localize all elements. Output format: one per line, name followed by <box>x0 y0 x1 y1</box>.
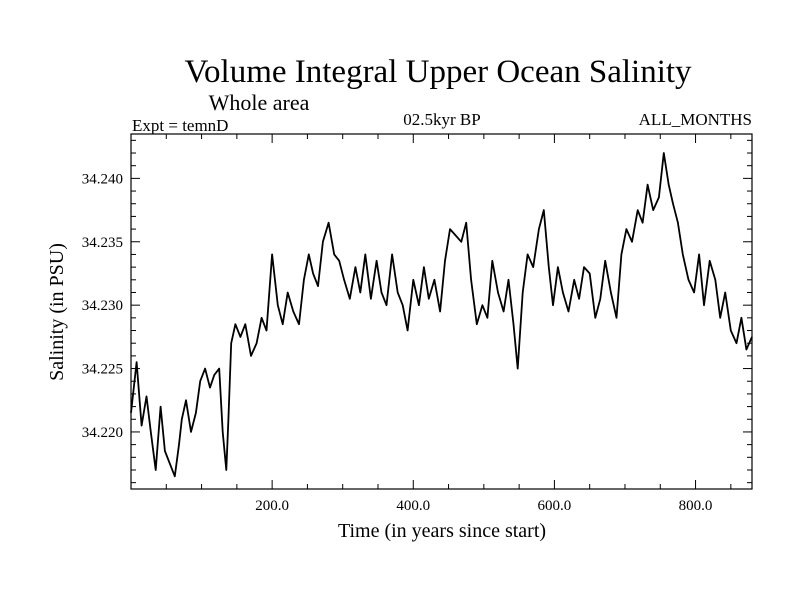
x-tick-label: 400.0 <box>396 498 430 514</box>
plot-frame <box>130 133 753 490</box>
axis-tick-labels: 200.0 400.0 600.0 800.0 34.220 34.225 34.230 34… <box>82 171 713 514</box>
chart-subtitle: Whole area <box>209 90 310 115</box>
y-tick-label: 34.220 <box>82 425 123 441</box>
y-tick-label: 34.225 <box>82 362 123 378</box>
salinity-series-line <box>130 152 753 478</box>
x-tick-label: 600.0 <box>538 498 572 514</box>
x-tick-label: 200.0 <box>255 498 289 514</box>
y-tick-label: 34.230 <box>82 298 123 314</box>
y-tick-label: 34.235 <box>82 235 123 251</box>
x-tick-label: 800.0 <box>679 498 713 514</box>
chart-title: Volume Integral Upper Ocean Salinity <box>184 54 692 90</box>
period-label: 02.5kyr BP <box>403 110 480 129</box>
months-label: ALL_MONTHS <box>639 110 752 129</box>
experiment-label: Expt = temnD <box>132 116 228 135</box>
axis-ticks <box>131 134 752 489</box>
y-tick-label: 34.240 <box>82 171 123 187</box>
y-axis-label: Salinity (in PSU) <box>46 243 68 381</box>
x-axis-label: Time (in years since start) <box>338 520 546 542</box>
